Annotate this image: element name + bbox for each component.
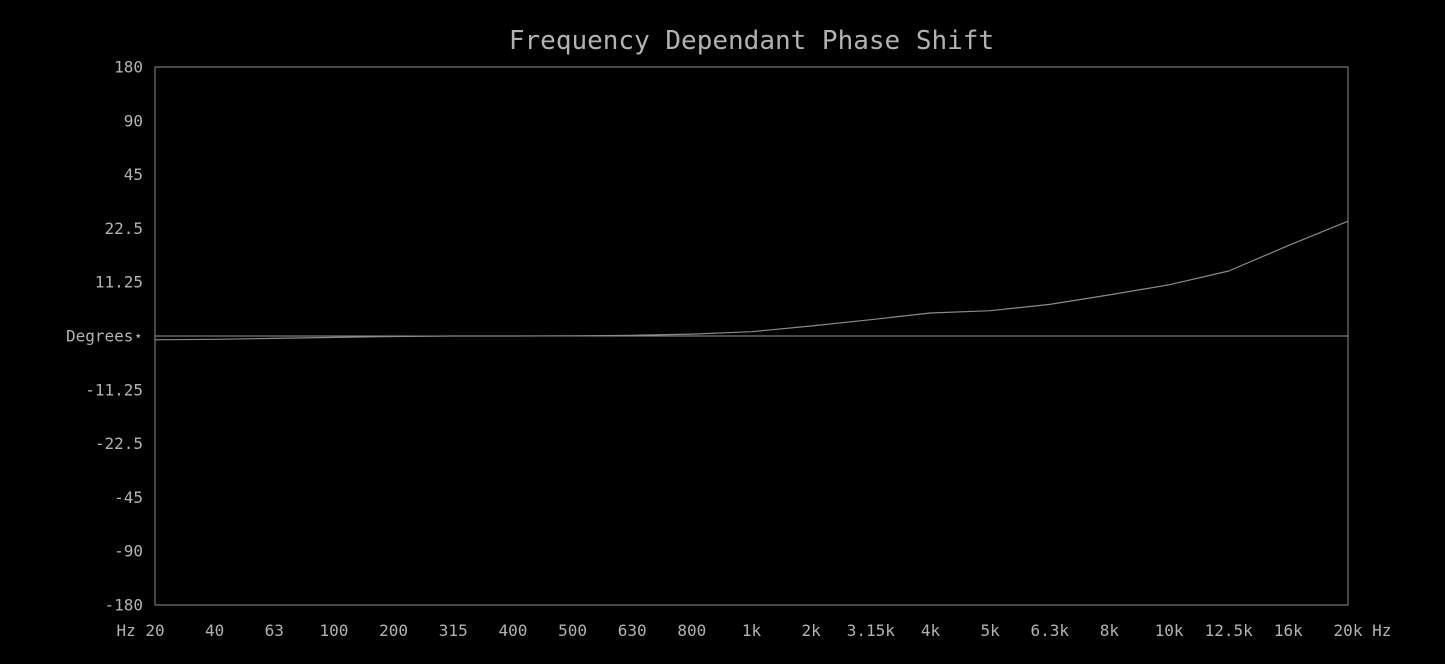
x-tick-label: 12.5k	[1205, 621, 1254, 640]
x-tick-label: 6.3k	[1030, 621, 1069, 640]
x-tick-label: 20k Hz	[1334, 621, 1392, 640]
y-tick-label: 45	[124, 165, 143, 184]
x-tick-label: 8k	[1100, 621, 1120, 640]
y-tick-label: -22.5	[95, 434, 143, 453]
phase-curve	[154, 220, 1349, 341]
x-tick-label: 630	[618, 621, 647, 640]
x-tick-label: Hz 20	[116, 621, 164, 640]
y-tick-label: 22.5	[104, 219, 143, 238]
y-tick-label: 180	[114, 58, 143, 77]
x-tick-label: 16k	[1274, 621, 1303, 640]
chart-title: Frequency Dependant Phase Shift	[508, 26, 995, 56]
y-tick-label: -11.25	[85, 380, 143, 399]
x-tick-label: 10k	[1155, 621, 1184, 640]
x-tick-label: 800	[677, 621, 706, 640]
x-tick-label: 315	[439, 621, 468, 640]
x-tick-label: 1k	[742, 621, 762, 640]
y-tick-label: -45	[114, 488, 143, 507]
x-tick-label: 200	[379, 621, 408, 640]
y-tick-label: -90	[114, 542, 143, 561]
y-tick-label: 11.25	[95, 273, 143, 292]
x-tick-label: 5k	[980, 621, 1000, 640]
x-tick-label: 100	[319, 621, 348, 640]
x-tick-label: 3.15k	[847, 621, 896, 640]
y-axis-unit-label: Degrees⋆	[66, 327, 143, 346]
x-tick-label: 400	[498, 621, 527, 640]
x-tick-label: 40	[205, 621, 224, 640]
x-tick-label: 4k	[921, 621, 941, 640]
x-tick-label: 63	[265, 621, 284, 640]
y-tick-label: 90	[124, 111, 143, 130]
x-tick-label: 500	[558, 621, 587, 640]
x-tick-label: 2k	[802, 621, 822, 640]
y-tick-label: -180	[104, 596, 143, 615]
